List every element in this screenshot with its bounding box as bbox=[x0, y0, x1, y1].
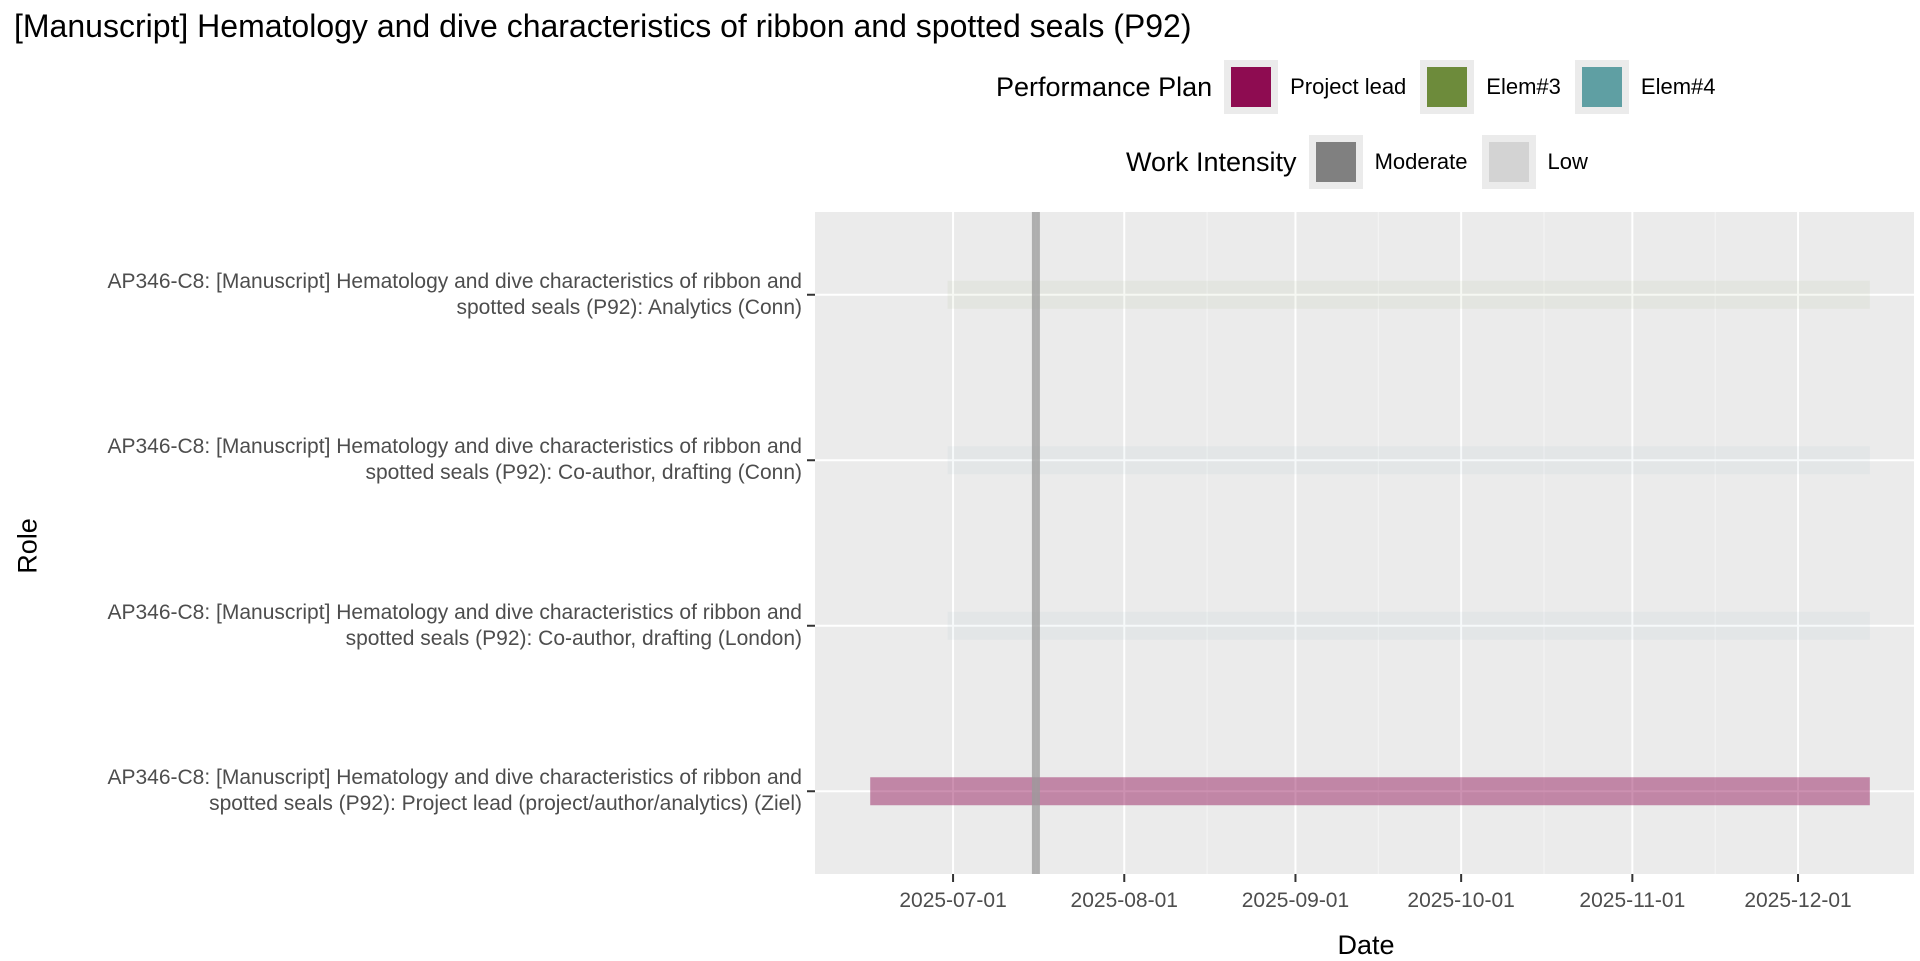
legend-swatch-low bbox=[1488, 142, 1529, 182]
legend-performance-plan: Performance Plan Project lead Elem#3 Ele… bbox=[996, 60, 1729, 114]
y-tick-label: AP346-C8: [Manuscript] Hematology and di… bbox=[2, 269, 802, 321]
x-axis-title: Date bbox=[1337, 930, 1395, 960]
x-tick-label: 2025-11-01 bbox=[1579, 889, 1685, 912]
legend-swatch-elem3 bbox=[1427, 67, 1468, 107]
legend-swatch-elem4 bbox=[1581, 67, 1622, 107]
x-tick-label: 2025-12-01 bbox=[1744, 889, 1851, 912]
y-tick-label-line: spotted seals (P92): Co-author, drafting… bbox=[365, 461, 802, 485]
y-tick-label-line: spotted seals (P92): Analytics (Conn) bbox=[456, 295, 803, 319]
legend-title: Performance Plan bbox=[996, 71, 1213, 102]
plot-panel bbox=[815, 212, 1914, 874]
y-tick-label-line: AP346-C8: [Manuscript] Hematology and di… bbox=[107, 766, 802, 790]
x-tick-label: 2025-09-01 bbox=[1242, 889, 1349, 912]
legend-key bbox=[1420, 60, 1475, 114]
legend-swatch-moderate bbox=[1315, 142, 1356, 182]
x-tick-label: 2025-08-01 bbox=[1071, 889, 1178, 912]
legend-work-intensity: Work Intensity Moderate Low bbox=[1126, 135, 1602, 189]
legend-label: Low bbox=[1547, 149, 1588, 174]
legend-title: Work Intensity bbox=[1126, 146, 1297, 177]
legend-label: Elem#4 bbox=[1640, 74, 1716, 99]
y-tick-label-line: AP346-C8: [Manuscript] Hematology and di… bbox=[107, 600, 802, 624]
y-tick-label-line: spotted seals (P92): Project lead (proje… bbox=[209, 792, 802, 816]
x-tick-label: 2025-07-01 bbox=[899, 889, 1006, 912]
y-tick-label: AP346-C8: [Manuscript] Hematology and di… bbox=[2, 765, 802, 817]
y-tick-label-line: spotted seals (P92): Co-author, drafting… bbox=[345, 626, 802, 650]
legend-key bbox=[1481, 135, 1536, 189]
x-tick-label: 2025-10-01 bbox=[1407, 889, 1514, 912]
y-tick-label: AP346-C8: [Manuscript] Hematology and di… bbox=[2, 600, 802, 652]
legend-label: Project lead bbox=[1290, 74, 1407, 99]
chart-title: [Manuscript] Hematology and dive charact… bbox=[14, 8, 1192, 44]
y-tick-label-line: AP346-C8: [Manuscript] Hematology and di… bbox=[107, 269, 802, 293]
gantt-bar bbox=[947, 280, 1870, 309]
legend-label: Elem#3 bbox=[1486, 74, 1561, 99]
legend-swatch-project-lead bbox=[1231, 67, 1272, 107]
y-tick-label-line: AP346-C8: [Manuscript] Hematology and di… bbox=[107, 435, 802, 459]
legend-key bbox=[1574, 60, 1629, 114]
y-tick-label: AP346-C8: [Manuscript] Hematology and di… bbox=[2, 434, 802, 486]
legend-key bbox=[1308, 135, 1363, 189]
legend-label: Moderate bbox=[1374, 149, 1468, 174]
gantt-bar bbox=[870, 777, 1870, 806]
legend-key bbox=[1224, 60, 1279, 114]
gantt-bar bbox=[947, 611, 1870, 640]
gantt-bar bbox=[947, 446, 1870, 475]
